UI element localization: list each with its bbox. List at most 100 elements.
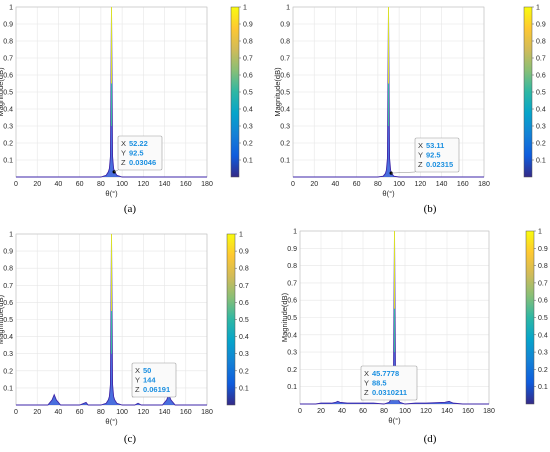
x-tick-label: 80 [374, 181, 382, 188]
x-tick-label: 120 [137, 181, 149, 188]
x-tick-label: 160 [180, 181, 192, 188]
datatip-box[interactable] [131, 362, 177, 398]
x-tick-label: 80 [97, 181, 105, 188]
datatip-box[interactable] [414, 137, 460, 173]
y-axis-label: Magnitude(dB) [0, 294, 5, 344]
x-tick-label: 20 [33, 181, 41, 188]
datatip-key: Y [418, 151, 423, 160]
colorbar-tick-label: 0.5 [243, 90, 253, 97]
datatip-key: Z [121, 158, 126, 167]
x-axis-label: θ(°) [105, 417, 118, 426]
datatip-box[interactable] [117, 135, 163, 171]
datatip-value: 0.06191 [143, 385, 170, 394]
y-tick-label: 0.5 [287, 315, 297, 322]
y-tick-label: 0.7 [280, 56, 290, 63]
x-tick-label: 120 [137, 409, 149, 416]
colorbar-tick-label: 0.9 [243, 22, 253, 29]
datatip-value: 45.7778 [372, 369, 399, 378]
x-tick-label: 0 [298, 408, 302, 415]
y-axis-label: Magnitude(dB) [273, 67, 282, 117]
y-tick-label: 1 [9, 232, 13, 239]
colorbar [523, 6, 533, 178]
datatip-value: 52.22 [129, 139, 148, 148]
panel-label: (d) [424, 433, 437, 445]
colorbar-tick-label: 1 [243, 5, 247, 12]
datatip-key: Y [121, 149, 126, 158]
datatip-pointer [114, 169, 119, 173]
x-tick-label: 160 [457, 181, 469, 188]
x-tick-label: 0 [14, 181, 18, 188]
colorbar-tick-label: 1 [538, 229, 542, 236]
datatip-value: 92.5 [426, 151, 441, 160]
colorbar-tick-label: 0.8 [243, 39, 253, 46]
datatip-value: 0.02315 [426, 160, 453, 169]
colorbar-tick-label: 0.2 [538, 367, 548, 374]
y-tick-label: 0.5 [3, 317, 13, 324]
datatip-pointer [391, 171, 416, 174]
y-tick-label: 0.6 [3, 73, 13, 80]
colorbar-tick-label: 1 [536, 5, 540, 12]
x-tick-label: 100 [399, 408, 411, 415]
datatip-key: Z [135, 385, 140, 394]
x-tick-label: 160 [462, 408, 474, 415]
chart-panel-3: 0 20 40 60 80 100 120 140 160 180 0.1 0.2 0.3 0.4 0.5 0… [0, 232, 249, 446]
x-tick-label: 60 [76, 409, 84, 416]
x-tick-label: 0 [291, 181, 295, 188]
datatip-key: X [121, 139, 126, 148]
y-tick-label: 0.2 [3, 368, 13, 375]
colorbar-tick-label: 0.6 [536, 73, 546, 80]
x-tick-label: 40 [338, 408, 346, 415]
colorbar-tick-label: 1 [239, 232, 243, 239]
colorbar-tick-label: 0.5 [239, 317, 249, 324]
colorbar-tick-label: 0.9 [536, 22, 546, 29]
colorbar-tick-label: 0.1 [239, 385, 249, 392]
colorbar-tick-label: 0.3 [243, 124, 253, 131]
y-tick-label: 0.7 [3, 283, 13, 290]
y-tick-label: 0.8 [3, 39, 13, 46]
colorbar-tick-label: 0.9 [538, 246, 548, 253]
datatip-value: 0.03046 [129, 158, 156, 167]
datatip-key: Z [418, 160, 423, 169]
x-axis-label: θ(°) [105, 189, 118, 198]
x-tick-label: 180 [483, 408, 495, 415]
colorbar-tick-label: 0.3 [538, 350, 548, 357]
colorbar-tick-label: 0.7 [536, 56, 546, 63]
x-tick-label: 20 [310, 181, 318, 188]
colorbar-tick-label: 0.7 [239, 283, 249, 290]
y-axis-label: Magnitude(dB) [280, 292, 289, 342]
y-tick-label: 0.4 [287, 332, 297, 339]
colorbar-tick-label: 0.3 [536, 124, 546, 131]
colorbar-tick-label: 0.2 [536, 141, 546, 148]
y-tick-label: 0.8 [3, 266, 13, 273]
colorbar-tick-label: 0.5 [536, 90, 546, 97]
x-tick-label: 100 [116, 409, 128, 416]
y-tick-label: 0.6 [280, 73, 290, 80]
y-tick-label: 0.1 [3, 385, 13, 392]
x-tick-label: 140 [441, 408, 453, 415]
y-tick-label: 0.2 [280, 141, 290, 148]
colorbar-tick-label: 0.6 [239, 300, 249, 307]
y-tick-label: 0.5 [3, 90, 13, 97]
x-tick-label: 40 [332, 181, 340, 188]
colorbar-tick-label: 0.9 [239, 249, 249, 256]
y-tick-label: 0.2 [3, 141, 13, 148]
datatip-key: Y [135, 376, 140, 385]
y-tick-label: 0.5 [280, 90, 290, 97]
panel-label: (c) [124, 433, 137, 445]
y-tick-label: 0.9 [3, 249, 13, 256]
datatip-key: X [364, 369, 369, 378]
y-axis-label: Magnitude(dB) [0, 67, 5, 117]
x-tick-label: 80 [97, 409, 105, 416]
x-tick-label: 80 [380, 408, 388, 415]
chart-panel-2: 0 20 40 60 80 100 120 140 160 180 0.1 0.2 0.3 0.4 0.5 0… [273, 5, 546, 216]
x-tick-label: 60 [359, 408, 367, 415]
colorbar-tick-label: 0.2 [239, 368, 249, 375]
y-tick-label: 0.2 [287, 367, 297, 374]
colorbar-tick-label: 0.4 [538, 332, 548, 339]
colorbar [230, 6, 240, 178]
x-tick-label: 140 [436, 181, 448, 188]
y-tick-label: 0.3 [287, 350, 297, 357]
colorbar-tick-label: 0.1 [243, 158, 253, 165]
y-tick-label: 0.6 [3, 300, 13, 307]
datatip-box[interactable] [360, 365, 418, 401]
